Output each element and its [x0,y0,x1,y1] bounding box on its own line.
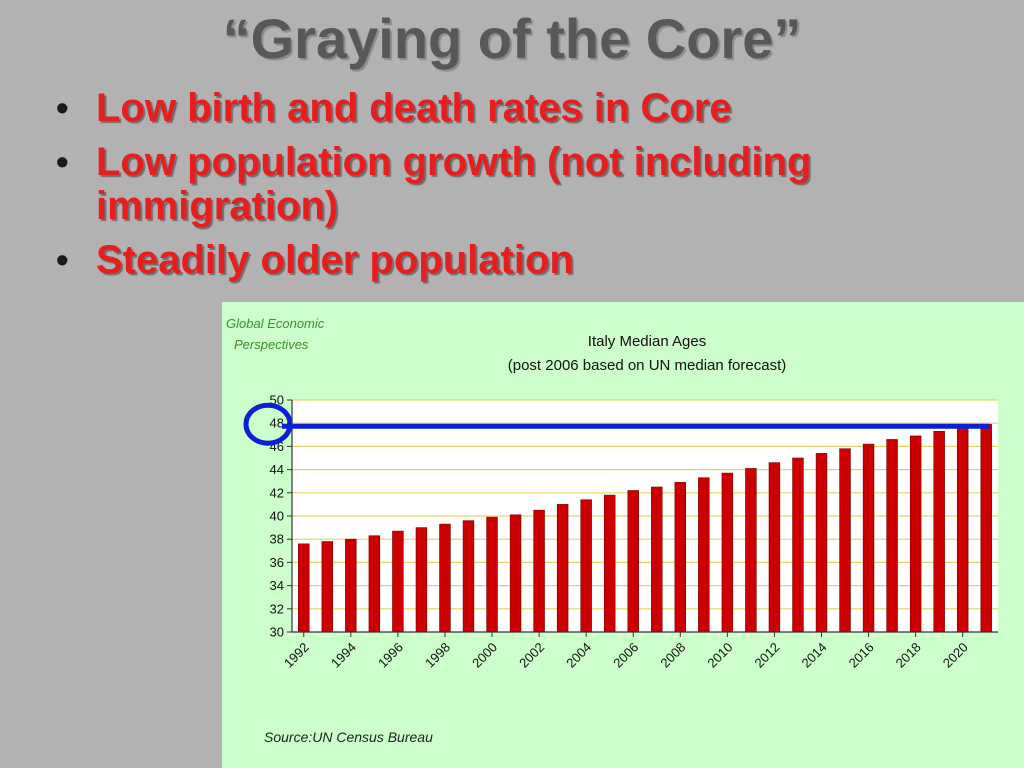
y-tick-label: 48 [270,416,284,431]
median-age-chart: Global Economic Perspectives Italy Media… [226,316,998,745]
bar [721,472,734,633]
bar [603,494,616,633]
bar [768,462,781,633]
bar [392,530,404,633]
x-tick-label: 1998 [422,640,453,671]
source-note: Source:UN Census Bureau [264,729,433,745]
bar [345,538,357,633]
bar [792,457,804,633]
bar [815,453,828,633]
highlight-circle [243,402,293,446]
gridlines [292,399,998,610]
bullet-marker: • [56,87,69,128]
chart-subtitle: (post 2006 based on UN median forecast) [508,357,787,374]
bullet-text: Low birth and death rates in Core [96,86,732,130]
bar [956,427,969,633]
bar [909,435,922,633]
y-tick-label: 36 [270,555,284,570]
x-tick-label: 2008 [657,640,688,671]
bullet-list: • Low birth and death rates in Core • Lo… [52,86,952,292]
bar [415,527,428,633]
bullet-item: • Steadily older population [52,238,952,282]
x-tick-label: 2010 [704,640,735,671]
y-tick-label: 30 [270,625,284,640]
bar [651,486,663,633]
bar [298,543,310,633]
y-tick-label: 44 [270,462,284,477]
bar [368,535,381,633]
bullet-marker: • [56,239,69,280]
chart-panel: Global Economic Perspectives Italy Media… [222,302,1024,768]
axes [287,399,998,637]
x-tick-label: 2002 [516,640,547,671]
bar [862,443,875,633]
bar [886,439,898,633]
bar [509,514,522,633]
bar [745,468,757,633]
bullet-text: Low population growth (not including imm… [96,140,812,228]
bar [580,499,592,633]
bullet-item: • Low birth and death rates in Core [52,86,952,130]
x-tick-label: 2004 [563,640,594,671]
x-tick-label: 2006 [610,640,641,671]
slide-title: “Graying of the Core” [222,7,802,70]
bar [980,424,992,633]
x-tick-label: 2014 [799,640,830,671]
x-tick-label: 2018 [893,640,924,671]
bar [933,431,945,633]
bullet-text: Steadily older population [96,238,574,282]
chart-title: Italy Median Ages [588,333,706,350]
x-tick-labels: 1992 1994 1996 1998 2000 2002 2004 2006 2008 2010… [281,640,971,671]
bar [556,504,569,633]
logo-line-2: Perspectives [234,337,309,352]
bar [698,477,710,633]
bar [321,541,334,633]
y-tick-label: 38 [270,532,284,547]
bar [462,520,475,633]
x-tick-label: 1994 [328,640,359,671]
bar [486,516,498,633]
y-tick-label: 40 [270,509,284,524]
bar [439,523,451,633]
bar [627,490,639,633]
highlight [243,402,990,446]
bar [533,509,545,633]
x-tick-label: 2012 [751,640,782,671]
y-tick-label: 32 [270,601,284,616]
bullet-marker: • [56,141,69,182]
x-tick-label: 2020 [940,640,971,671]
x-tick-label: 1992 [281,640,312,671]
x-tick-label: 1996 [375,640,406,671]
y-tick-label: 42 [270,485,284,500]
bar [839,448,851,633]
bullet-item: • Low population growth (not including i… [52,140,952,228]
x-tick-label: 2000 [469,640,500,671]
bar [674,482,687,633]
x-tick-label: 2016 [846,640,877,671]
y-tick-label: 34 [270,578,284,593]
logo-line-1: Global Economic [226,316,325,331]
